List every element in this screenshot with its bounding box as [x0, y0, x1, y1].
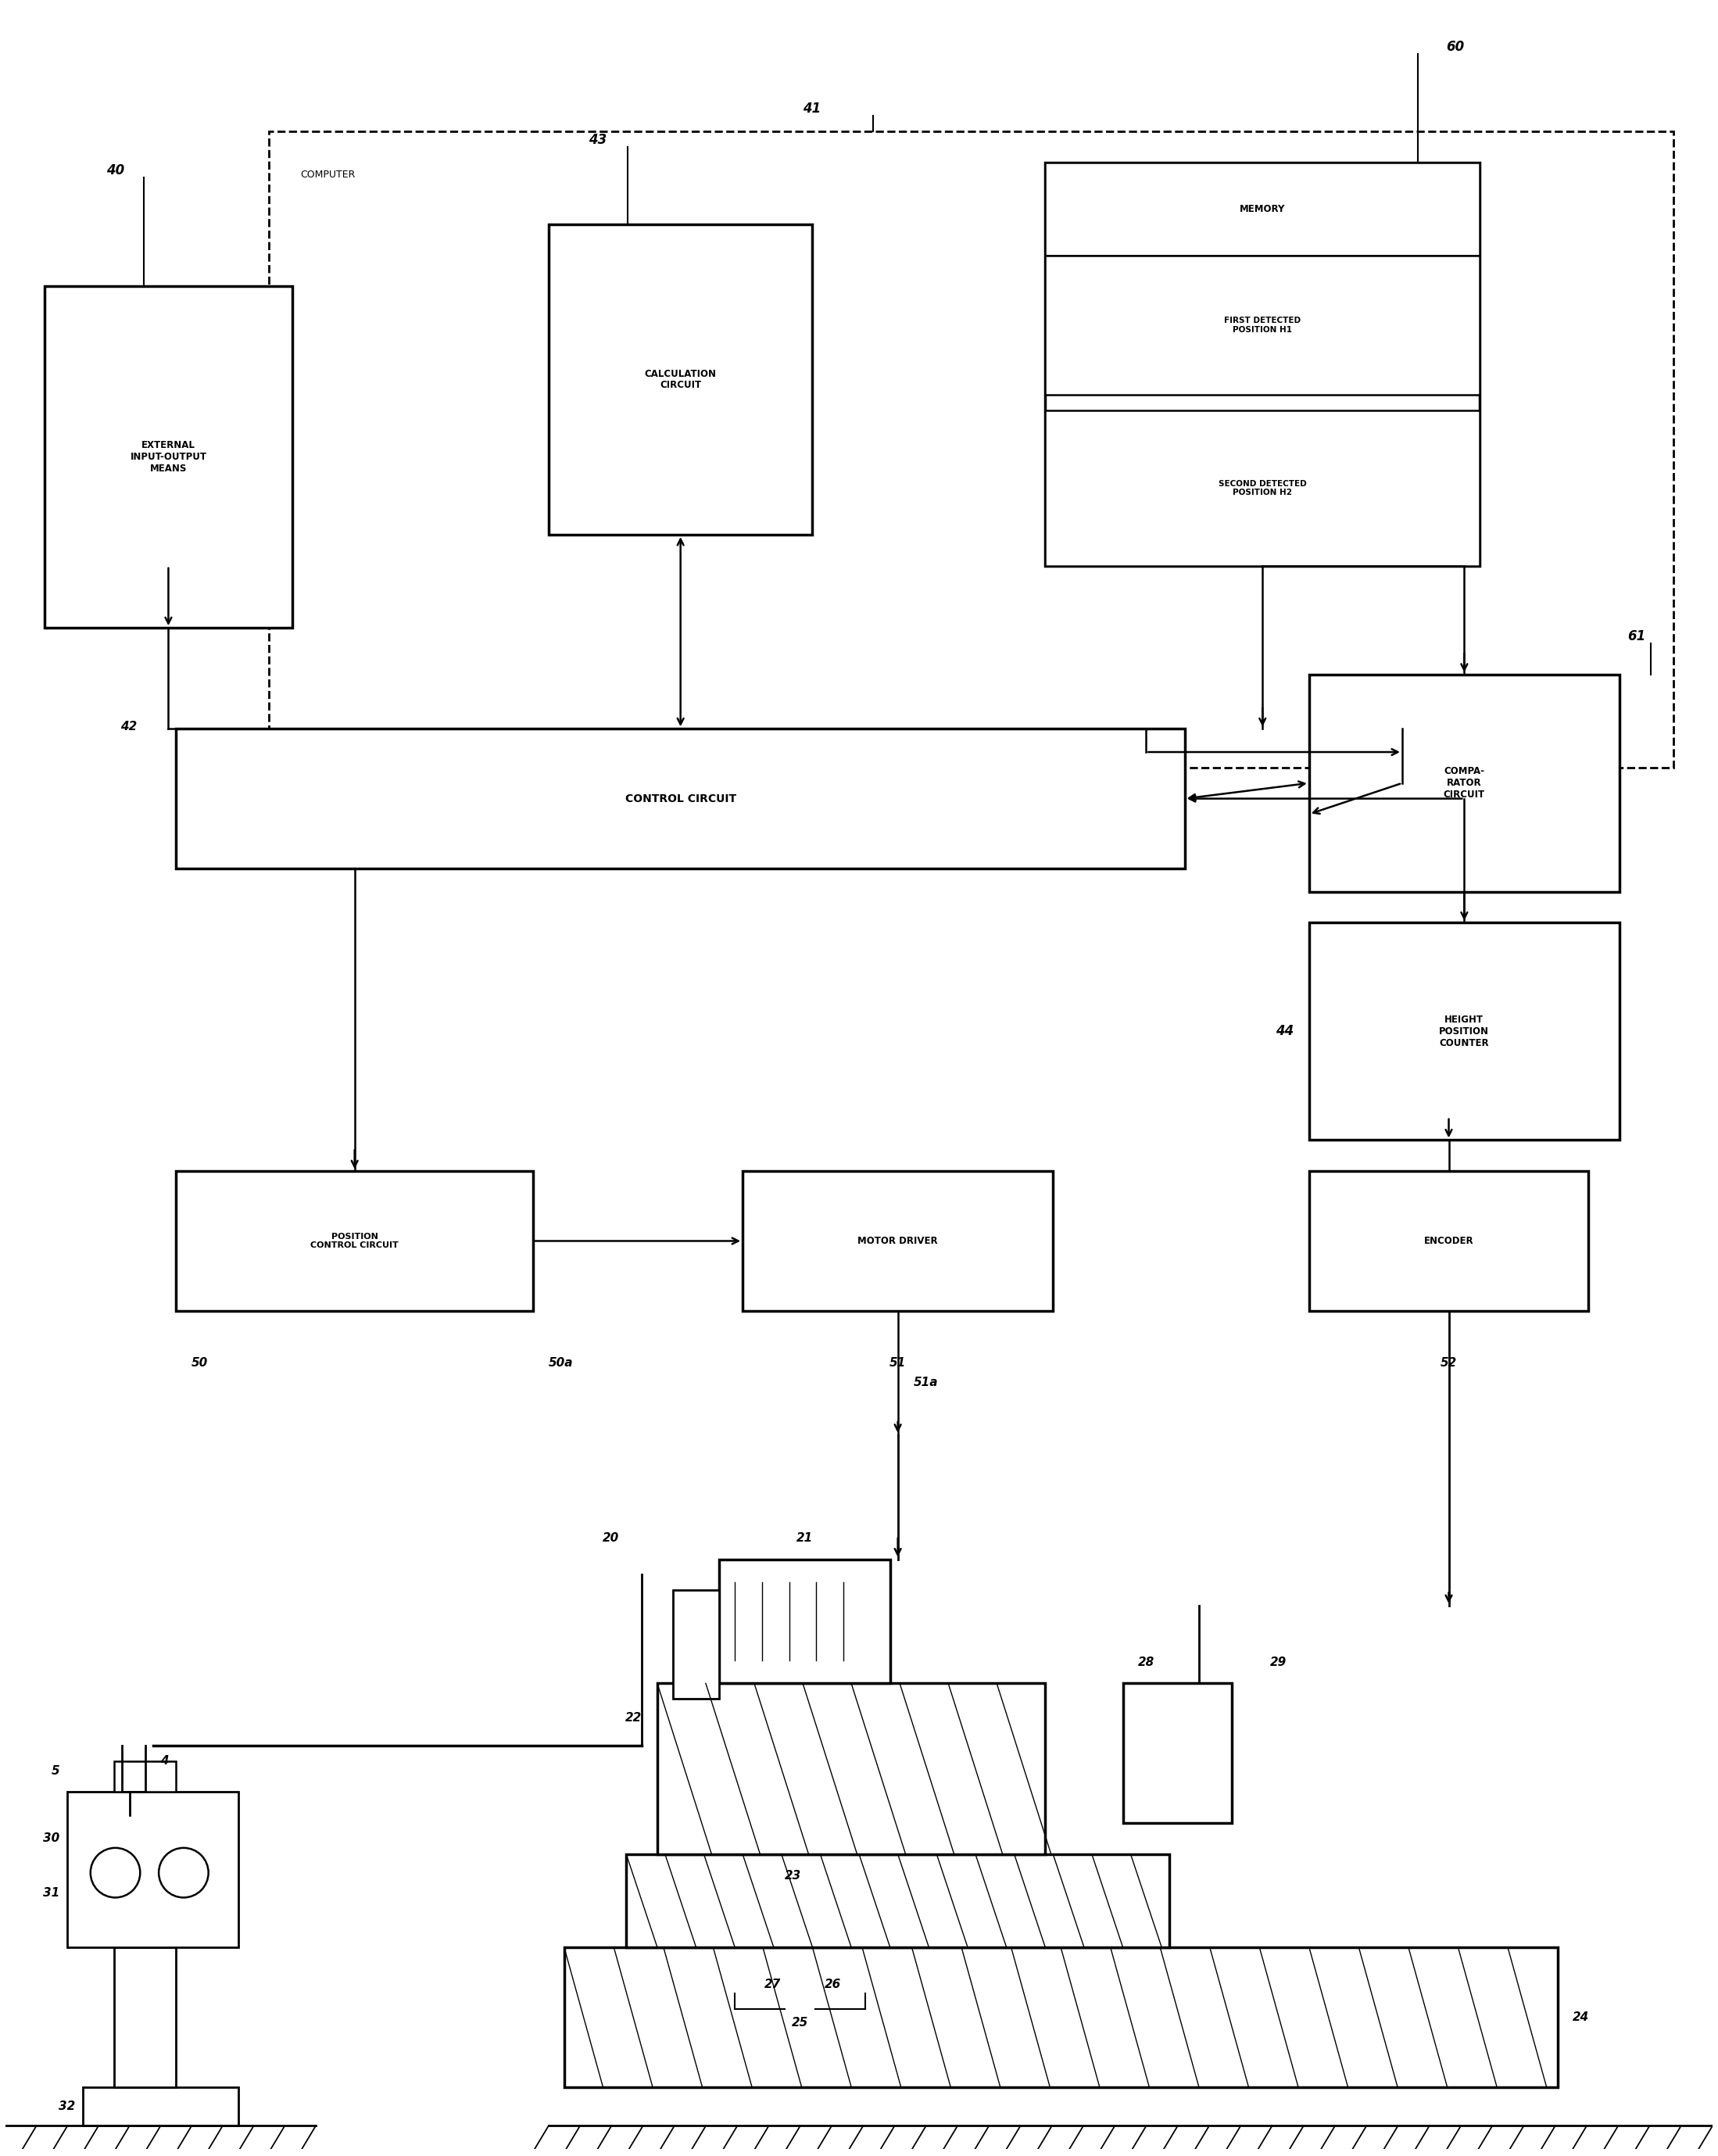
Text: COMPUTER: COMPUTER — [301, 170, 356, 181]
Bar — [67, 1792, 239, 1947]
Text: ENCODER: ENCODER — [1424, 1235, 1474, 1246]
Text: 25: 25 — [792, 2018, 809, 2029]
Bar — [742, 1171, 1053, 1311]
Text: MEMORY: MEMORY — [1240, 203, 1285, 213]
Bar — [270, 132, 1673, 768]
Text: EXTERNAL
INPUT-OUTPUT
MEANS: EXTERNAL INPUT-OUTPUT MEANS — [131, 440, 206, 474]
Text: 60: 60 — [1447, 39, 1464, 54]
Text: 30: 30 — [43, 1833, 60, 1843]
Text: 50a: 50a — [548, 1358, 574, 1369]
Bar — [82, 2087, 239, 2126]
Text: 27: 27 — [765, 1979, 782, 1990]
Bar — [1309, 1171, 1589, 1311]
Text: 41: 41 — [802, 101, 821, 116]
Text: 22: 22 — [625, 1712, 643, 1723]
Text: 51: 51 — [890, 1358, 905, 1369]
Bar — [1309, 923, 1620, 1141]
Text: 21: 21 — [797, 1533, 813, 1544]
Bar — [177, 1171, 533, 1311]
Text: CONTROL CIRCUIT: CONTROL CIRCUIT — [625, 793, 735, 804]
Text: SECOND DETECTED
POSITION H2: SECOND DETECTED POSITION H2 — [1218, 481, 1307, 496]
Bar — [1045, 254, 1479, 395]
Text: 50: 50 — [192, 1358, 208, 1369]
Text: 61: 61 — [1627, 630, 1646, 642]
Bar — [113, 1761, 177, 1792]
Bar — [45, 287, 292, 627]
Text: HEIGHT
POSITION
COUNTER: HEIGHT POSITION COUNTER — [1440, 1015, 1490, 1048]
Text: 24: 24 — [1574, 2012, 1589, 2022]
Text: 5: 5 — [52, 1766, 60, 1777]
Text: 26: 26 — [825, 1979, 840, 1990]
Bar — [625, 1854, 1170, 1947]
Text: POSITION
CONTROL CIRCUIT: POSITION CONTROL CIRCUIT — [311, 1233, 399, 1250]
Text: FIRST DETECTED
POSITION H1: FIRST DETECTED POSITION H1 — [1225, 317, 1301, 334]
Bar — [720, 1559, 890, 1684]
Text: CALCULATION
CIRCUIT: CALCULATION CIRCUIT — [644, 369, 716, 390]
Bar — [1045, 410, 1479, 565]
Bar — [564, 1947, 1558, 2087]
Text: 52: 52 — [1440, 1358, 1457, 1369]
Bar — [177, 729, 1185, 869]
Text: COMPA-
RATOR
CIRCUIT: COMPA- RATOR CIRCUIT — [1443, 765, 1484, 800]
Text: 20: 20 — [603, 1533, 618, 1544]
Bar — [1124, 1684, 1232, 1824]
Bar — [658, 1684, 1045, 1854]
Text: 29: 29 — [1270, 1656, 1287, 1669]
Text: 42: 42 — [120, 720, 137, 733]
Bar — [113, 1947, 177, 2087]
Text: 31: 31 — [43, 1886, 60, 1899]
Bar — [1309, 675, 1620, 893]
Bar — [1045, 162, 1479, 254]
Text: 40: 40 — [107, 164, 124, 177]
Text: 4: 4 — [160, 1755, 168, 1766]
Text: 43: 43 — [588, 134, 606, 147]
Bar — [548, 224, 813, 535]
Bar — [1045, 162, 1479, 565]
Text: 23: 23 — [785, 1869, 801, 1882]
Text: 32: 32 — [58, 2100, 76, 2113]
Bar — [673, 1591, 720, 1699]
Text: 44: 44 — [1275, 1024, 1294, 1039]
Text: 51a: 51a — [914, 1378, 938, 1388]
Text: 28: 28 — [1137, 1656, 1154, 1669]
Text: MOTOR DRIVER: MOTOR DRIVER — [857, 1235, 938, 1246]
